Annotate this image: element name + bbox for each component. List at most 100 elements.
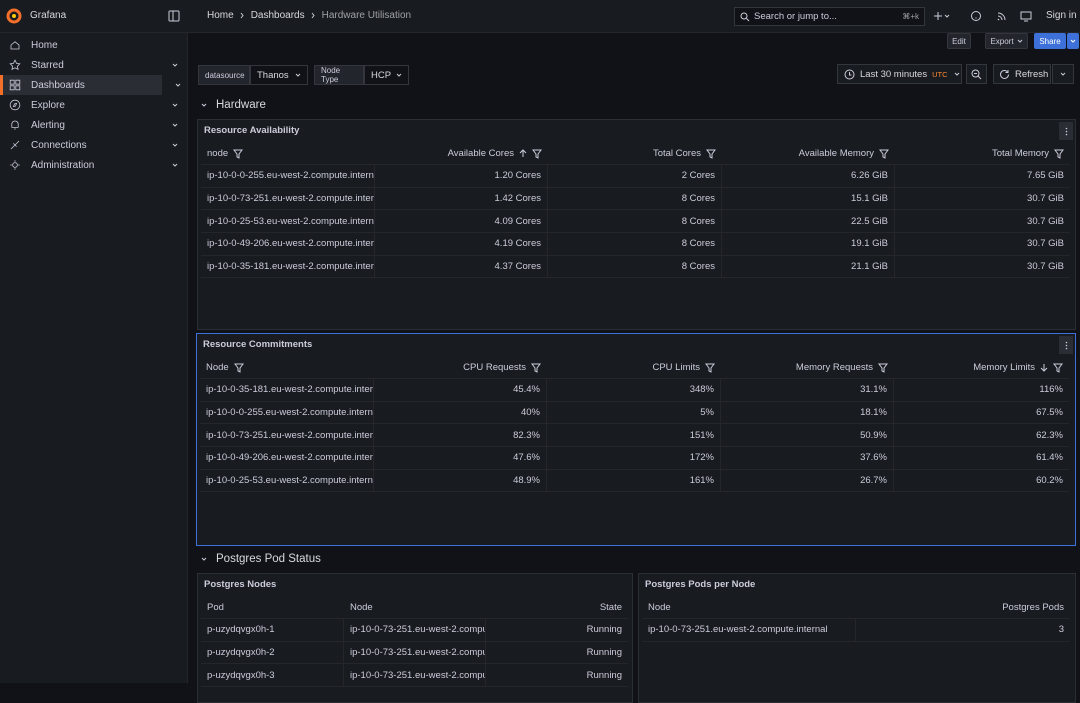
nav-item[interactable]: Dashboards bbox=[0, 75, 181, 95]
column-filter bbox=[878, 363, 888, 373]
refresh-button[interactable]: Refresh bbox=[993, 64, 1051, 84]
column-filter bbox=[1054, 149, 1064, 159]
table-cell: ip-10-0-25-53.eu-west-2.compute.internal bbox=[200, 469, 374, 492]
chevron bbox=[1070, 39, 1076, 43]
dock-toggle[interactable] bbox=[168, 10, 180, 22]
table-row: ip-10-0-0-255.eu-west-2.compute.internal… bbox=[201, 165, 1070, 188]
column-header[interactable]: Node bbox=[642, 597, 856, 618]
column-title: Memory Limits bbox=[973, 362, 1035, 373]
column-header[interactable]: Memory Requests bbox=[721, 357, 894, 378]
table-cell: 62.3% bbox=[1036, 429, 1063, 441]
nav-expand-path bbox=[172, 143, 178, 147]
column-header[interactable]: Memory Limits bbox=[894, 357, 1069, 378]
share-button[interactable]: Share bbox=[1034, 33, 1066, 49]
variable-value: Thanos bbox=[257, 69, 289, 81]
row-header[interactable]: Hardware bbox=[201, 97, 266, 113]
panel-menu[interactable] bbox=[1059, 336, 1073, 354]
table-cell: 30.7 GiB bbox=[1027, 261, 1064, 273]
table-cell: 8 Cores bbox=[548, 255, 722, 278]
edit-button[interactable]: Edit bbox=[947, 33, 971, 49]
nav-item[interactable]: Explore bbox=[0, 95, 178, 115]
column-title: State bbox=[599, 602, 622, 613]
column-header[interactable]: Total Cores bbox=[548, 143, 722, 164]
column-title: Available Memory bbox=[798, 148, 874, 159]
nav-icon bbox=[10, 160, 20, 170]
search-box[interactable]: Search or jump to... ⌘+k bbox=[734, 7, 925, 26]
column-header[interactable]: Available Memory bbox=[722, 143, 895, 164]
table-cell: p-uzydqvgx0h-3 bbox=[201, 664, 344, 687]
column-header[interactable]: Node bbox=[200, 357, 374, 378]
table-cell: 30.7 GiB bbox=[1027, 193, 1064, 205]
crumb-separator bbox=[240, 12, 244, 19]
table-cell: 26.7% bbox=[721, 469, 894, 492]
nav-item[interactable]: Connections bbox=[0, 135, 178, 155]
table-cell: Running bbox=[586, 624, 622, 636]
sign-in[interactable]: Sign in bbox=[1046, 10, 1077, 21]
column-filter bbox=[879, 149, 889, 159]
nav-icon bbox=[11, 120, 19, 130]
column-filter-path bbox=[1053, 363, 1063, 373]
export-label: Export bbox=[990, 36, 1014, 46]
refresh-interval[interactable] bbox=[1052, 64, 1074, 84]
column-title: Memory Requests bbox=[795, 362, 873, 373]
time-range: Last 30 minutes bbox=[860, 68, 928, 80]
table-cell: 5% bbox=[547, 401, 721, 424]
variable-select[interactable]: HCP bbox=[364, 65, 409, 85]
nav-label: Administration bbox=[31, 159, 95, 171]
table-cell: 61.4% bbox=[1036, 452, 1063, 464]
topbar-icons[interactable] bbox=[932, 10, 1032, 22]
table-cell: ip-10-0-25-53.eu-west-2.compute.internal bbox=[201, 210, 375, 233]
nav-item[interactable]: Alerting bbox=[0, 115, 178, 135]
column-header[interactable]: node bbox=[201, 143, 375, 164]
time-picker[interactable]: Last 30 minutes UTC bbox=[837, 64, 962, 84]
column-header[interactable]: Pod bbox=[201, 597, 344, 618]
share-menu[interactable] bbox=[1067, 33, 1079, 49]
column-header[interactable]: CPU Requests bbox=[374, 357, 547, 378]
nav-expand-path bbox=[172, 163, 178, 167]
nav-expand-path bbox=[175, 83, 181, 87]
table-cell: 15.1 GiB bbox=[722, 187, 895, 210]
column-title: Total Cores bbox=[652, 148, 701, 159]
variable-select[interactable]: Thanos bbox=[250, 65, 308, 85]
variable-value: HCP bbox=[371, 69, 392, 81]
table-cell: ip-10-0-49-206.eu-west-2.compute.interna… bbox=[201, 233, 375, 255]
column-header[interactable]: Total Memory bbox=[895, 143, 1070, 164]
panel: Resource Commitments Node CPU Requests CPU … bbox=[196, 333, 1076, 546]
refresh-icon bbox=[1000, 69, 1009, 79]
nav-item[interactable]: Home bbox=[0, 35, 162, 55]
breadcrumb[interactable]: Home bbox=[207, 10, 234, 21]
table-cell: 1.20 Cores bbox=[375, 165, 548, 187]
table-cell: p-uzydqvgx0h-2 bbox=[201, 641, 344, 664]
table: Pod Node State p-uzydqvgx0h-1 ip-10-0-73-251… bbox=[201, 597, 628, 688]
grafana-logo[interactable] bbox=[6, 8, 22, 24]
nav-icon-path bbox=[9, 79, 21, 91]
table-cell: p-uzydqvgx0h-1 bbox=[201, 619, 344, 641]
nav-icon-path bbox=[10, 41, 20, 50]
column-title: Postgres Pods bbox=[1002, 602, 1064, 613]
nav-expand-path bbox=[172, 123, 178, 127]
column-header[interactable]: Postgres Pods bbox=[856, 597, 1070, 618]
search-placeholder: Search or jump to... bbox=[754, 11, 837, 22]
table-row: ip-10-0-73-251.eu-west-2.compute.interna… bbox=[200, 424, 1069, 448]
column-header[interactable]: Available Cores bbox=[375, 143, 548, 164]
panel-menu[interactable] bbox=[1059, 122, 1073, 140]
breadcrumb[interactable]: Dashboards bbox=[250, 10, 305, 21]
nav-expand bbox=[172, 143, 178, 147]
crumb-separator-path bbox=[311, 12, 315, 19]
table-cell: 4.09 Cores bbox=[375, 210, 548, 233]
export-button[interactable]: Export bbox=[985, 33, 1028, 49]
nav-expand bbox=[172, 123, 178, 127]
zoom-out[interactable] bbox=[966, 64, 987, 84]
table-cell: ip-10-0-73-251.eu-west-2.compute.interna… bbox=[344, 641, 486, 664]
table-header: Node CPU Requests CPU Limits Memory Request… bbox=[200, 357, 1069, 379]
column-header[interactable]: State bbox=[486, 597, 628, 618]
row-header[interactable]: Postgres Pod Status bbox=[201, 551, 321, 567]
nav-item[interactable]: Administration bbox=[0, 155, 178, 175]
nav-expand bbox=[172, 103, 178, 107]
column-header[interactable]: Node bbox=[344, 597, 486, 618]
table-cell: 8 Cores bbox=[548, 233, 722, 255]
column-header[interactable]: CPU Limits bbox=[547, 357, 721, 378]
row-collapse bbox=[201, 103, 207, 107]
column-filter-path bbox=[531, 363, 541, 373]
nav-item[interactable]: Starred bbox=[0, 55, 178, 75]
